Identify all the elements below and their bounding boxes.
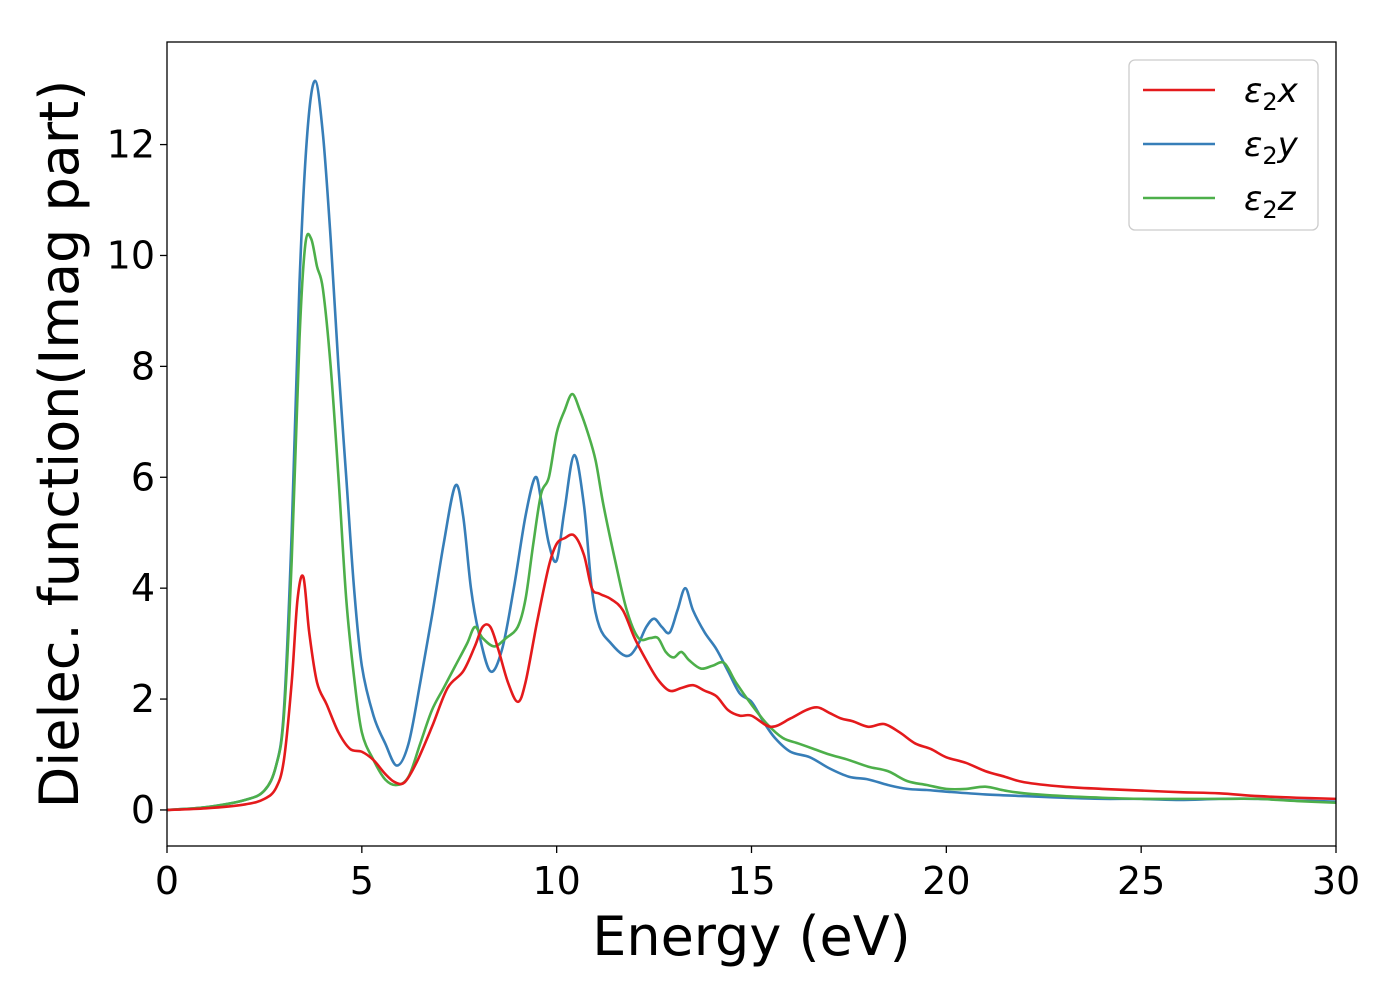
- legend-box: [1128, 59, 1319, 231]
- legend-label-y: ε2y: [1244, 125, 1299, 170]
- x-tick-label: 10: [532, 859, 580, 903]
- x-tick-label: 20: [922, 859, 970, 903]
- x-tick-label: 30: [1312, 859, 1360, 903]
- x-tick-label: 15: [727, 859, 775, 903]
- y-tick-label: 10: [107, 233, 155, 277]
- y-axis-title: Dielec. function(Imag part): [28, 80, 91, 809]
- x-tick-label: 5: [350, 859, 374, 903]
- series-line-y: [167, 79, 1336, 812]
- legend-label-x: ε2x: [1244, 71, 1299, 116]
- series-layer: [167, 79, 1336, 812]
- y-tick-label: 0: [131, 788, 155, 832]
- series-line-x: [167, 533, 1336, 812]
- y-tick-label: 12: [107, 123, 155, 167]
- legend: ε2x ε2y ε2z: [1128, 59, 1319, 231]
- x-tick-label: 0: [155, 859, 179, 903]
- x-tick-label: 25: [1117, 859, 1165, 903]
- x-axis-title: Energy (eV): [592, 905, 911, 968]
- y-tick-label: 2: [131, 677, 155, 721]
- legend-label-z: ε2z: [1244, 179, 1297, 224]
- y-tick-label: 4: [131, 566, 155, 610]
- y-tick-label: 8: [131, 344, 155, 388]
- x-axis: 0 5 10 15 20 25 30: [155, 846, 1360, 903]
- y-axis: 0 2 4 6 8 10 12: [107, 123, 167, 832]
- y-tick-label: 6: [131, 455, 155, 499]
- series-line-z: [167, 232, 1336, 812]
